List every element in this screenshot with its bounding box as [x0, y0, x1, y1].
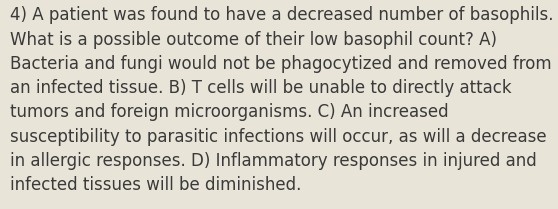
Text: 4) A patient was found to have a decreased number of basophils.
What is a possib: 4) A patient was found to have a decreas… — [10, 6, 554, 194]
